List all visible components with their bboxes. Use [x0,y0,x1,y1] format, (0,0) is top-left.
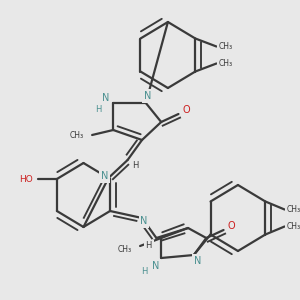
Text: CH₃: CH₃ [70,130,84,140]
Text: CH₃: CH₃ [287,205,300,214]
Text: CH₃: CH₃ [219,59,233,68]
Text: H: H [132,161,139,170]
Text: CH₃: CH₃ [287,222,300,231]
Text: N: N [140,216,148,226]
Text: H: H [95,104,101,113]
Text: N: N [144,91,152,101]
Text: N: N [194,256,201,266]
Text: H: H [141,268,147,277]
Text: HO: HO [19,175,33,184]
Text: O: O [182,105,190,115]
Text: N: N [102,93,109,103]
Text: N: N [101,171,108,181]
Text: H: H [146,242,152,250]
Text: O: O [227,221,235,231]
Text: CH₃: CH₃ [219,42,233,51]
Text: CH₃: CH₃ [118,245,132,254]
Text: N: N [152,261,159,271]
